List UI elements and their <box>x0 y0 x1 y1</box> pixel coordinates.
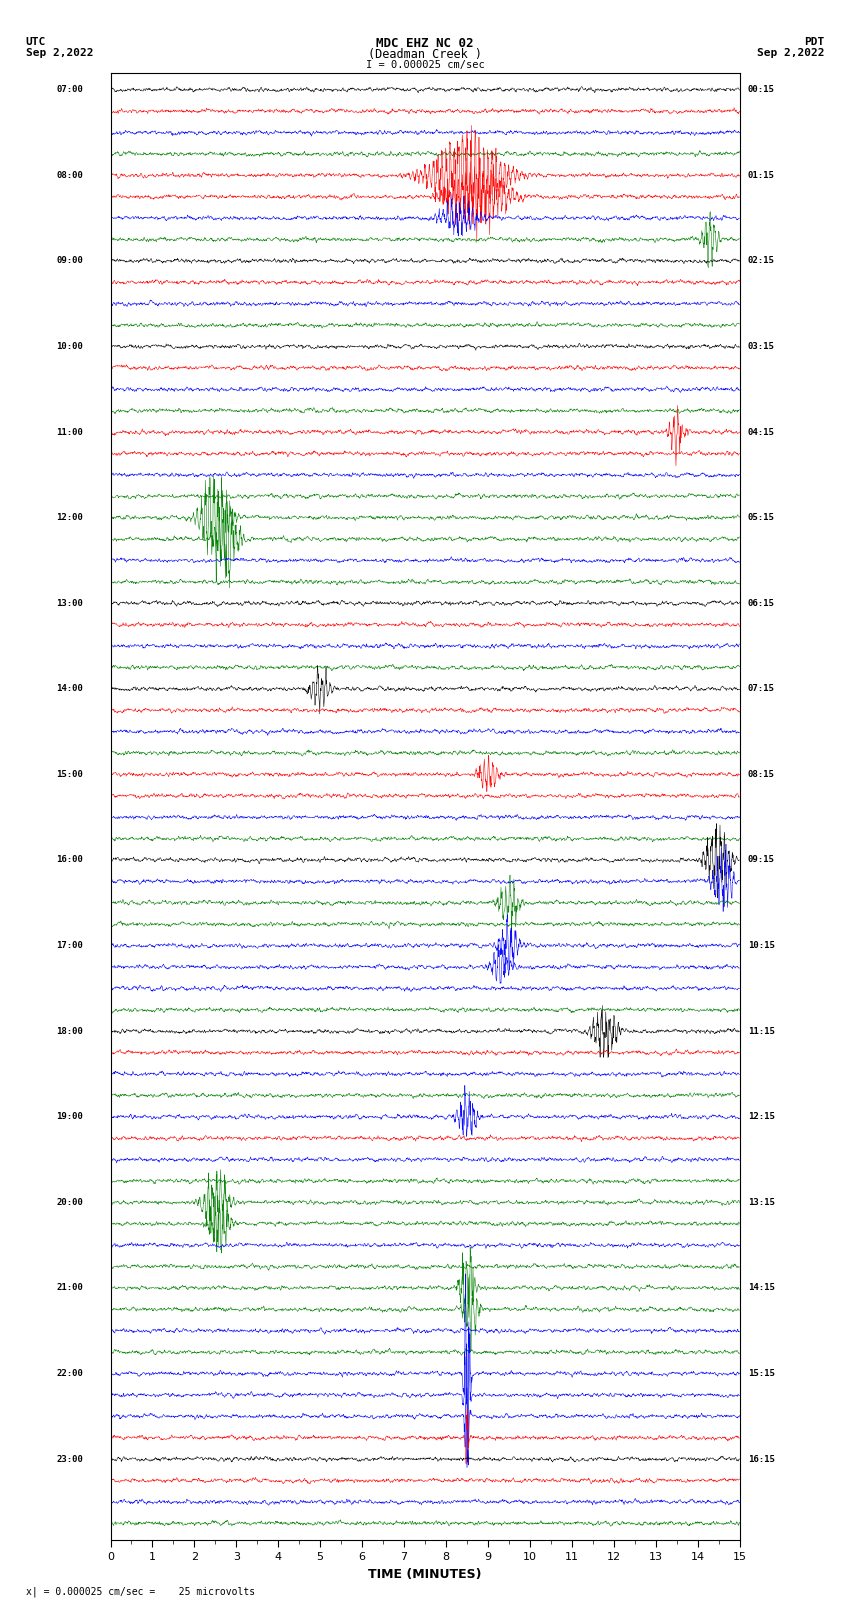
Text: 13:15: 13:15 <box>748 1198 774 1207</box>
Text: 04:15: 04:15 <box>748 427 774 437</box>
Text: MDC EHZ NC 02: MDC EHZ NC 02 <box>377 37 473 50</box>
Text: 07:15: 07:15 <box>748 684 774 694</box>
Text: 15:15: 15:15 <box>748 1369 774 1378</box>
Text: 01:15: 01:15 <box>748 171 774 179</box>
Text: 12:15: 12:15 <box>748 1113 774 1121</box>
Text: 21:00: 21:00 <box>56 1284 83 1292</box>
Text: 03:15: 03:15 <box>748 342 774 352</box>
Text: 15:00: 15:00 <box>56 769 83 779</box>
Text: 08:00: 08:00 <box>56 171 83 179</box>
Text: 00:15: 00:15 <box>748 85 774 94</box>
Text: 05:15: 05:15 <box>748 513 774 523</box>
Text: 16:00: 16:00 <box>56 855 83 865</box>
Text: Sep 2,2022: Sep 2,2022 <box>26 48 93 58</box>
Text: 17:00: 17:00 <box>56 940 83 950</box>
Text: 10:15: 10:15 <box>748 940 774 950</box>
Text: 11:15: 11:15 <box>748 1026 774 1036</box>
Text: 13:00: 13:00 <box>56 598 83 608</box>
X-axis label: TIME (MINUTES): TIME (MINUTES) <box>368 1568 482 1581</box>
Text: 08:15: 08:15 <box>748 769 774 779</box>
Text: I = 0.000025 cm/sec: I = 0.000025 cm/sec <box>366 60 484 69</box>
Text: 18:00: 18:00 <box>56 1026 83 1036</box>
Text: 14:00: 14:00 <box>56 684 83 694</box>
Text: 09:15: 09:15 <box>748 855 774 865</box>
Text: UTC: UTC <box>26 37 46 47</box>
Text: 22:00: 22:00 <box>56 1369 83 1378</box>
Text: 07:00: 07:00 <box>56 85 83 94</box>
Text: 09:00: 09:00 <box>56 256 83 266</box>
Text: 20:00: 20:00 <box>56 1198 83 1207</box>
Text: 16:15: 16:15 <box>748 1455 774 1463</box>
Text: 06:15: 06:15 <box>748 598 774 608</box>
Text: 23:00: 23:00 <box>56 1455 83 1463</box>
Text: 12:00: 12:00 <box>56 513 83 523</box>
Text: 14:15: 14:15 <box>748 1284 774 1292</box>
Text: 11:00: 11:00 <box>56 427 83 437</box>
Text: 19:00: 19:00 <box>56 1113 83 1121</box>
Text: Sep 2,2022: Sep 2,2022 <box>757 48 824 58</box>
Text: 10:00: 10:00 <box>56 342 83 352</box>
Text: (Deadman Creek ): (Deadman Creek ) <box>368 48 482 61</box>
Text: PDT: PDT <box>804 37 824 47</box>
Text: x| = 0.000025 cm/sec =    25 microvolts: x| = 0.000025 cm/sec = 25 microvolts <box>26 1586 255 1597</box>
Text: 02:15: 02:15 <box>748 256 774 266</box>
